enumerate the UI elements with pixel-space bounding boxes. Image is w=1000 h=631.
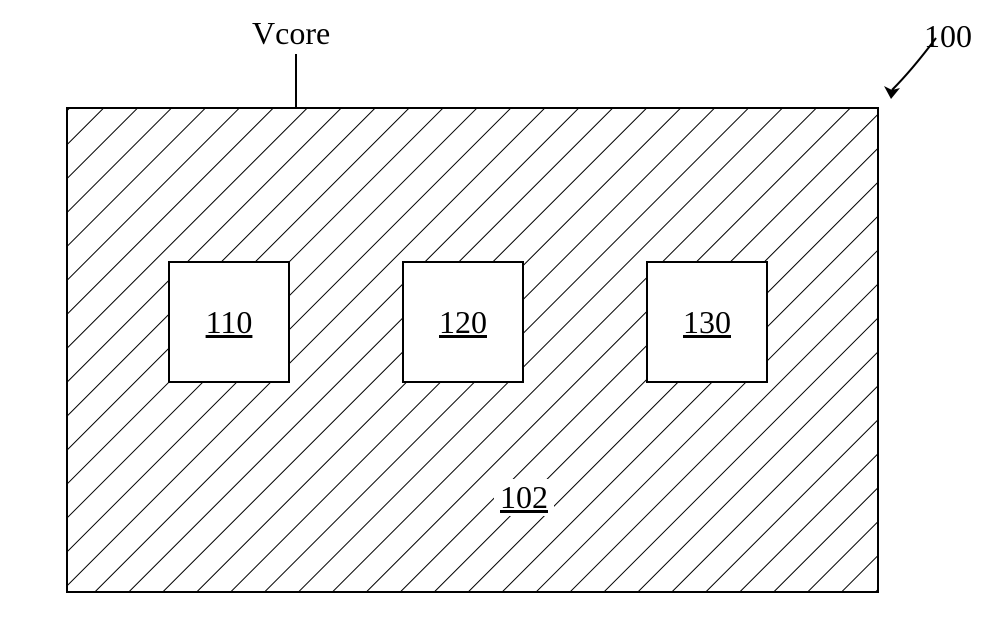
block-130: 130 xyxy=(646,261,768,383)
vcore-label: Vcore xyxy=(252,15,330,52)
callout-arrow-icon xyxy=(882,32,942,104)
main-region-box: 110 120 130 102 xyxy=(66,107,879,593)
block-label: 120 xyxy=(439,304,487,341)
vcore-connector-line xyxy=(295,54,297,108)
region-label: 102 xyxy=(494,479,554,516)
block-110: 110 xyxy=(168,261,290,383)
block-label: 130 xyxy=(683,304,731,341)
diagram-canvas: Vcore 110 120 130 102 100 xyxy=(0,0,1000,631)
block-label: 110 xyxy=(206,304,253,341)
block-120: 120 xyxy=(402,261,524,383)
